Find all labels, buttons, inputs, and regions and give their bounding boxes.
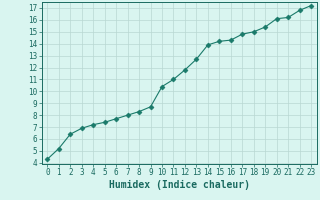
X-axis label: Humidex (Indice chaleur): Humidex (Indice chaleur)	[109, 180, 250, 190]
